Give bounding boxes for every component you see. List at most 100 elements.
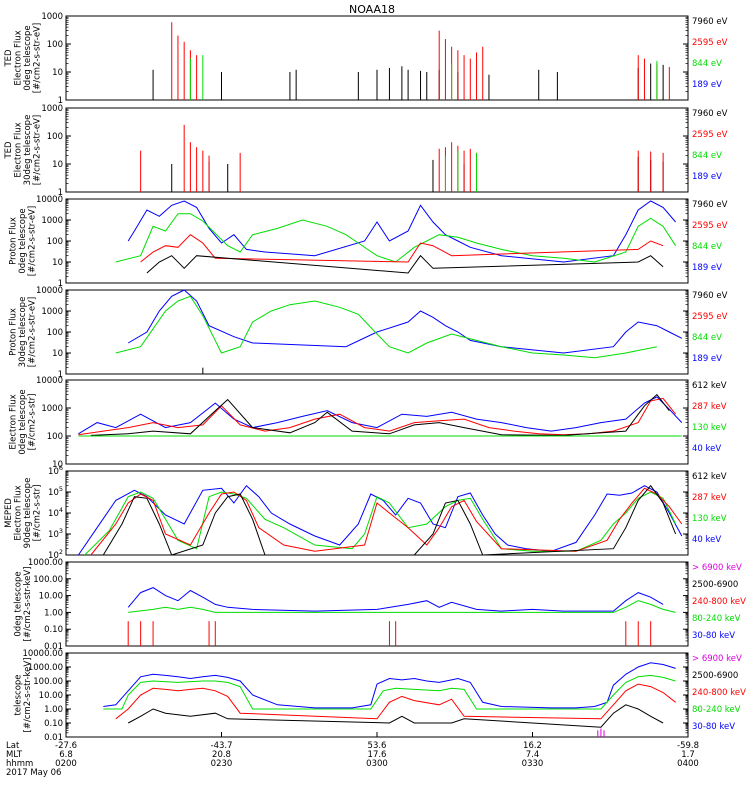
legend-entry: 189 eV: [692, 172, 722, 182]
y-tick-label: 100: [47, 132, 63, 142]
y-tick-label: 105: [48, 485, 63, 498]
plot-frame: [65, 470, 689, 556]
x-tick-label-hhmm: 0400: [677, 759, 699, 769]
y-tick-label: 10: [52, 258, 63, 268]
series-line-green: [103, 674, 676, 710]
y-tick-label: 10: [52, 160, 63, 170]
series-line-red: [90, 487, 683, 556]
y-axis-label: MEPEDElectron Flux90deg telescope[#/cm2-…: [4, 478, 43, 549]
legend-entry: 130 keV: [692, 514, 727, 524]
y-tick-label: 0.01: [44, 642, 63, 652]
legend-entry: 844 eV: [692, 333, 722, 343]
y-tick-label: 1000: [41, 307, 63, 317]
y-tick-label: 10: [52, 460, 63, 470]
legend-entry: 189 eV: [692, 80, 722, 90]
series-line-blue: [127, 289, 683, 354]
legend-entry: 7960 eV: [692, 109, 728, 119]
x-tick-label-lat: 16.2: [523, 741, 542, 751]
legend-entry: 612 keV: [692, 472, 727, 482]
series-line-green: [128, 600, 676, 613]
y-tick-label: 103: [48, 527, 63, 540]
legend-entry: 2595 eV: [692, 130, 728, 140]
series-line-black: [102, 484, 677, 556]
y-axis-label: TEDElectron Flux0deg telescope[#/cm2-s-s…: [4, 23, 43, 93]
x-tick-label-lat: 53.6: [368, 741, 387, 751]
series-line-green: [115, 213, 677, 263]
y-tick-label: 100.00: [33, 677, 63, 687]
series-line-blue: [77, 484, 683, 556]
y-tick-label: 10: [52, 349, 63, 359]
y-tick-label: 1000: [41, 216, 63, 226]
series-line-blue: [103, 662, 676, 709]
legend-entry: > 6900 keV: [692, 654, 742, 664]
chart-title: NOAA18: [349, 3, 395, 16]
legend-entry: 189 eV: [692, 263, 722, 273]
panel-5: 10 100 1000 10000 Electron Flux0deg telescop…: [9, 376, 727, 470]
y-tick-label: 100: [47, 328, 63, 338]
y-tick-label: 0.10: [44, 625, 63, 635]
series-line-green: [115, 295, 657, 359]
legend-entry: 40 keV: [692, 444, 721, 454]
legend-entry: 7960 eV: [692, 17, 728, 27]
legend-entry: 612 keV: [692, 381, 727, 391]
y-tick-label: 1: [58, 188, 63, 198]
series-line-red: [140, 234, 664, 263]
y-tick-label: 0.10: [44, 719, 63, 729]
legend-entry: 2595 eV: [692, 38, 728, 48]
x-tick-label-lat: -27.6: [55, 741, 77, 751]
legend-entry: > 6900 keV: [692, 563, 742, 573]
series-line-black: [127, 704, 664, 728]
plot-frame: [65, 652, 689, 738]
y-tick-label: 1000.00: [28, 663, 63, 673]
legend-entry: 7960 eV: [692, 200, 728, 210]
x-row-label: Lat: [6, 741, 20, 751]
legend-entry: 2595 eV: [692, 312, 728, 322]
x-row-label: hhmm: [6, 759, 33, 769]
legend-entry: 287 keV: [692, 493, 727, 503]
y-tick-label: 10000: [36, 286, 63, 296]
series-line-blue: [127, 587, 664, 612]
x-tick-label-hhmm: 0300: [366, 759, 388, 769]
panels: 1 10 100 1000 TEDElectron Flux0deg telescope…: [4, 12, 746, 743]
y-tick-label: 10.00: [39, 691, 63, 701]
legend-entry: 7960 eV: [692, 291, 728, 301]
y-tick-label: 100: [47, 432, 63, 442]
legend-entry: 240-800 keV: [692, 597, 746, 607]
y-axis-label: 0deg telescope[#/cm2-s-str-keV]: [13, 567, 33, 642]
legend-entry: 80-240 keV: [692, 614, 741, 624]
y-axis-label: TEDElectron Flux30deg telescope[#/cm2-s-…: [4, 115, 43, 186]
y-tick-label: 10: [52, 68, 63, 78]
y-tick-label: 1000.00: [28, 558, 63, 568]
panel-8: 0.01 0.10 1.00 10.00 100.00 1000.00 10000.00te…: [13, 649, 746, 743]
x-tick-label-hhmm: 0200: [55, 759, 77, 769]
legend-entry: 2500-6900: [692, 671, 738, 681]
x-tick-label-hhmm: 0230: [211, 759, 233, 769]
plot-frame: [65, 561, 689, 647]
y-tick-label: 100.00: [33, 575, 63, 585]
x-date-label: 2017 May 06: [6, 768, 61, 778]
legend-entry: 2500-6900: [692, 580, 738, 590]
x-tick-label-mlt: 1.7: [681, 750, 695, 760]
legend-entry: 80-240 keV: [692, 705, 741, 715]
series-line-blue: [127, 200, 676, 263]
legend-entry: 844 eV: [692, 151, 722, 161]
legend-entry: 844 eV: [692, 242, 722, 252]
x-tick-label-hhmm: 0330: [522, 759, 544, 769]
y-tick-label: 10.00: [39, 592, 63, 602]
y-tick-label: 1000: [41, 404, 63, 414]
x-row-label: MLT: [6, 750, 23, 760]
series-line-red: [115, 683, 676, 720]
y-axis-label: telescope[#/cm2-s-str-keV]: [13, 658, 33, 733]
y-axis-label: Electron Flux0deg telescope[#/cm2-s-str]: [9, 389, 38, 454]
legend-entry: 844 eV: [692, 59, 722, 69]
legend-entry: 30-80 keV: [692, 631, 735, 641]
plot-frame: [65, 107, 689, 193]
y-tick-label: 1.00: [44, 608, 63, 618]
y-tick-label: 1: [58, 96, 63, 106]
legend-entry: 130 keV: [692, 423, 727, 433]
